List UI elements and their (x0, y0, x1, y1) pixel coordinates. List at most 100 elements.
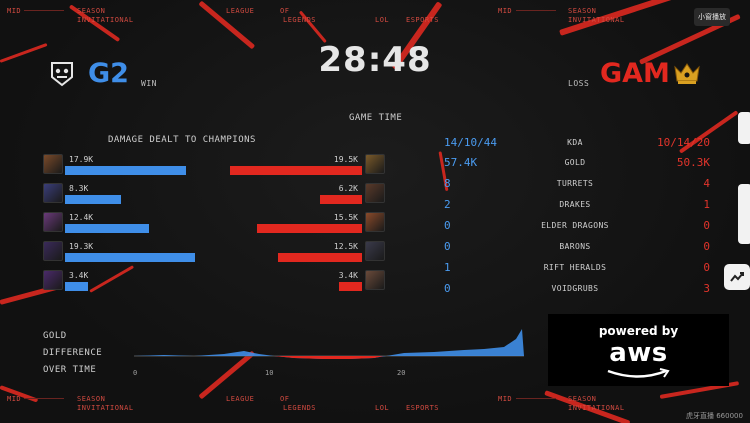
stat-left-value: 1 (444, 261, 451, 274)
right-damage-bar (230, 166, 362, 175)
right-damage-label: 6.2K (338, 184, 358, 193)
ticker-word: LOL (375, 16, 390, 24)
left-champion-portrait (43, 241, 63, 261)
top-ticker: MID SEASON INVITATIONAL LEAGUE OF LEGEND… (0, 4, 750, 32)
ticker-word: MID (498, 395, 513, 403)
stat-left-value: 8 (444, 177, 451, 190)
stat-right-value: 0 (703, 240, 710, 253)
right-damage-label: 19.5K (333, 155, 358, 164)
ticker-word: INVITATIONAL (77, 16, 134, 24)
ticker-word: SEASON (77, 7, 106, 15)
ticker-word: SEASON (77, 395, 106, 403)
left-champion-portrait (43, 154, 63, 174)
gold-diff-area-red (274, 356, 384, 359)
bottom-ticker: MID SEASON INVITATIONAL LEAGUE OF LEGEND… (0, 392, 750, 420)
aws-sponsor-box: powered by aws (548, 314, 729, 386)
stat-left-value: 2 (444, 198, 451, 211)
gold-axis-tick: 0 (133, 369, 138, 377)
ticker-word: MID (7, 7, 22, 15)
sponsor-logo-text: aws (609, 338, 668, 368)
stat-left-value: 14/10/44 (444, 136, 497, 149)
ticker-word: LEAGUE (226, 395, 255, 403)
right-champion-portrait (365, 212, 385, 232)
stat-left-value: 0 (444, 219, 451, 232)
right-champion-portrait (365, 241, 385, 261)
ticker-word: SEASON (568, 7, 597, 15)
damage-title: DAMAGE DEALT TO CHAMPIONS (108, 135, 256, 145)
stat-right-value: 50.3K (676, 156, 710, 169)
ticker-word: OF (280, 395, 290, 403)
gold-diff-title-line: DIFFERENCE (43, 348, 103, 358)
ticker-word: MID (7, 395, 22, 403)
left-damage-label: 17.9K (69, 155, 94, 164)
left-damage-bar (65, 166, 186, 175)
stat-name: BARONS (559, 242, 591, 251)
team-right-result: LOSS (568, 79, 590, 88)
ticker-word: SEASON (568, 395, 597, 403)
stat-name: RIFT HERALDS (543, 263, 607, 272)
ticker-rule (516, 398, 556, 399)
stat-left-value: 57.4K (444, 156, 478, 169)
ticker-rule (516, 10, 556, 11)
gold-axis-tick: 10 (265, 369, 274, 377)
right-damage-bar (320, 195, 362, 204)
g2-logo-icon (49, 61, 75, 87)
gold-diff-graph (134, 329, 524, 359)
game-timer: 28:48 (318, 40, 432, 80)
stat-name: KDA (567, 138, 583, 147)
mini-window-button[interactable]: 小窗播放 (694, 8, 730, 26)
gam-logo-icon (672, 60, 702, 88)
gold-axis-tick: 20 (397, 369, 406, 377)
left-damage-bar (65, 224, 149, 233)
stat-right-value: 3 (703, 282, 710, 295)
gold-diff-title-line: OVER TIME (43, 365, 97, 375)
team-right-tag: GAM (600, 58, 670, 89)
left-champion-portrait (43, 183, 63, 203)
left-damage-bar (65, 282, 88, 291)
stat-name: ELDER DRAGONS (541, 221, 609, 230)
left-damage-bar (65, 253, 195, 262)
ticker-word: INVITATIONAL (77, 404, 134, 412)
ticker-word: INVITATIONAL (568, 16, 625, 24)
side-slider-handle[interactable] (738, 184, 750, 244)
ticker-word: LOL (375, 404, 390, 412)
right-damage-label: 12.5K (333, 242, 358, 251)
ticker-word: LEGENDS (283, 404, 317, 412)
decor-slash (0, 42, 48, 63)
gold-diff-area-blue (134, 329, 524, 359)
left-champion-portrait (43, 270, 63, 290)
gold-diff-title-line: GOLD (43, 331, 67, 341)
stat-left-value: 0 (444, 240, 451, 253)
stat-right-value: 0 (703, 261, 710, 274)
ticker-word: OF (280, 7, 290, 15)
stat-left-value: 0 (444, 282, 451, 295)
mini-window-label: 小窗播放 (698, 13, 726, 21)
ticker-word: INVITATIONAL (568, 404, 625, 412)
stat-name: DRAKES (559, 200, 591, 209)
team-left-result: WIN (141, 79, 157, 88)
right-champion-portrait (365, 270, 385, 290)
stat-name: TURRETS (556, 179, 594, 188)
right-damage-label: 15.5K (333, 213, 358, 222)
left-damage-label: 8.3K (69, 184, 89, 193)
left-damage-label: 19.3K (69, 242, 94, 251)
ticker-word: LEGENDS (283, 16, 317, 24)
stream-watermark: 虎牙直播 660000 (686, 412, 743, 420)
aws-smile-icon (607, 368, 670, 378)
side-panel-button[interactable] (738, 112, 750, 144)
stat-right-value: 4 (703, 177, 710, 190)
decor-slash (89, 265, 135, 293)
ticker-word: MID (498, 7, 513, 15)
trend-chart-icon (730, 272, 744, 282)
left-damage-bar (65, 195, 121, 204)
right-champion-portrait (365, 183, 385, 203)
left-damage-label: 12.4K (69, 213, 94, 222)
stat-right-value: 0 (703, 219, 710, 232)
right-damage-bar (339, 282, 362, 291)
stat-name: GOLD (564, 158, 586, 167)
stat-right-value: 10/14/20 (657, 136, 710, 149)
team-left-tag: G2 (88, 58, 129, 89)
stat-name: VOIDGRUBS (551, 284, 599, 293)
ticker-rule (24, 10, 64, 11)
stats-toggle-button[interactable] (724, 264, 750, 290)
